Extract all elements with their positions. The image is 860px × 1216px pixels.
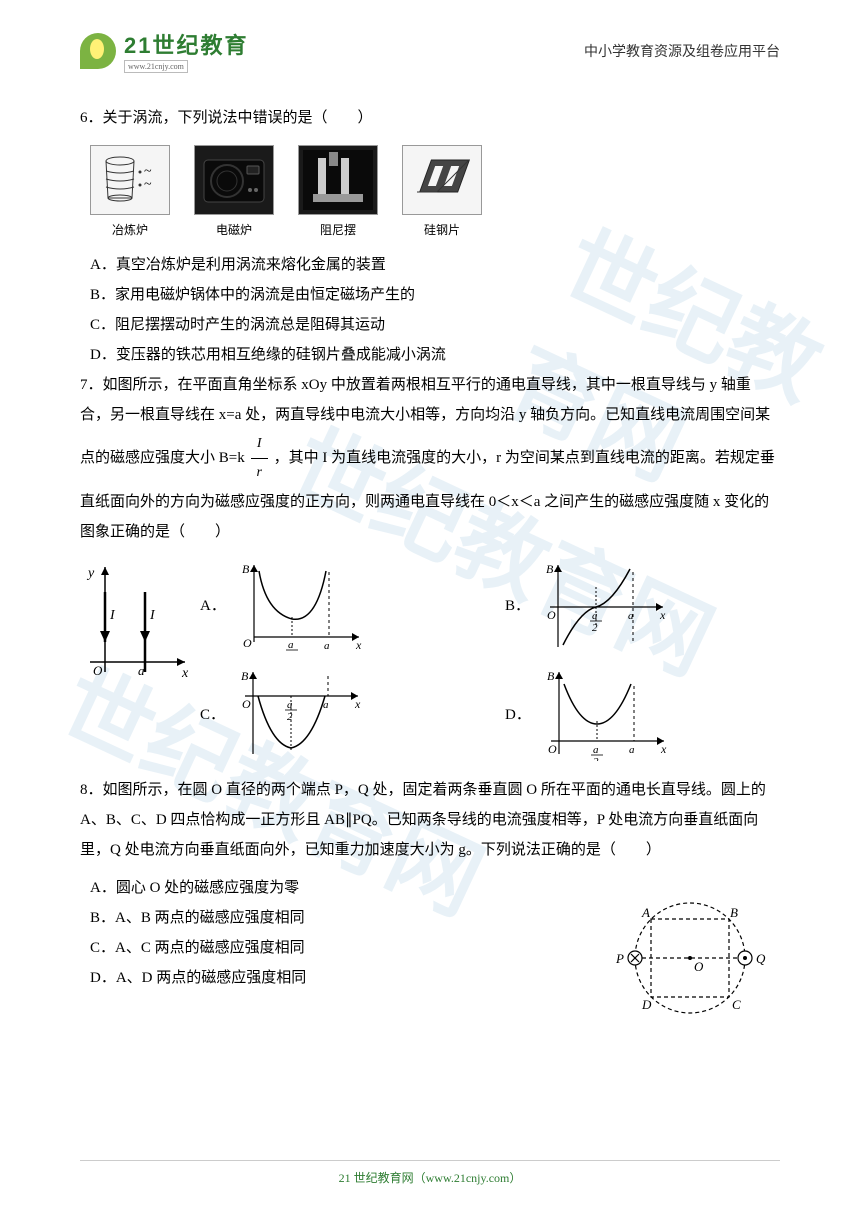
svg-text:2: 2 <box>287 711 293 723</box>
fraction-I-r: I r <box>250 430 267 487</box>
q8-option-A: A．圆心 O 处的磁感应强度为零 <box>80 873 570 903</box>
svg-text:I: I <box>149 608 156 623</box>
svg-text:a: a <box>287 699 293 711</box>
svg-text:B: B <box>242 562 250 576</box>
q6-img-1: 电磁炉 <box>194 145 274 238</box>
q7-label-B: B． <box>505 594 530 615</box>
svg-text:I: I <box>109 608 116 623</box>
q8-option-C: C．A、C 两点的磁感应强度相同 <box>80 933 570 963</box>
q6-option-D: D．变压器的铁芯用相互绝缘的硅钢片叠成能减小涡流 <box>80 340 780 370</box>
q7-setup-diagram: y x O I I a <box>80 557 200 687</box>
frac-numerator: I <box>251 430 268 459</box>
svg-text:A: A <box>641 905 650 920</box>
header-right-text: 中小学教育资源及组卷应用平台 <box>584 41 780 61</box>
q7-choice-A: A． B O x a a 2 <box>200 557 475 652</box>
q7-choice-B: B． B O x a a 2 <box>505 557 780 652</box>
svg-text:B: B <box>546 562 554 576</box>
svg-text:O: O <box>93 663 103 678</box>
svg-text:O: O <box>242 697 251 711</box>
q6-img-2: 阻尼摆 <box>298 145 378 238</box>
svg-text:O: O <box>243 636 252 650</box>
svg-text:2: 2 <box>288 651 294 652</box>
svg-text:a: a <box>592 610 598 622</box>
frac-denominator: r <box>250 459 267 487</box>
svg-text:B: B <box>241 669 249 683</box>
svg-text:a: a <box>288 639 294 651</box>
svg-text:x: x <box>354 697 361 711</box>
q6-img-label-2: 阻尼摆 <box>320 221 356 238</box>
logo: 21世纪教育 www.21cnjy.com <box>80 28 248 73</box>
q6-option-C: C．阻尼摆摆动时产生的涡流总是阻碍其运动 <box>80 310 780 340</box>
q6-img-label-0: 冶炼炉 <box>112 221 148 238</box>
svg-text:2: 2 <box>593 756 599 761</box>
svg-text:O: O <box>694 959 704 974</box>
svg-text:a: a <box>138 663 145 678</box>
svg-text:y: y <box>86 566 95 581</box>
svg-text:Q: Q <box>756 951 766 966</box>
svg-text:x: x <box>181 666 189 681</box>
q7-stem: 7．如图所示，在平面直角坐标系 xOy 中放置着两根相互平行的通电直导线，其中一… <box>80 370 780 547</box>
page-header: 21世纪教育 www.21cnjy.com 中小学教育资源及组卷应用平台 <box>0 0 860 83</box>
q8-stem: 8．如图所示，在圆 O 直径的两个端点 P，Q 处，固定着两条垂直圆 O 所在平… <box>80 775 780 865</box>
q7-choice-D: D． B O x a a 2 <box>505 666 780 761</box>
logo-main-text: 21世纪教育 <box>124 28 248 60</box>
svg-text:a: a <box>593 744 599 756</box>
page-footer: 21 世纪教育网（www.21cnjy.com） <box>80 1160 780 1186</box>
svg-text:a: a <box>324 640 330 652</box>
svg-text:a: a <box>629 744 635 756</box>
q6-stem: 6．关于涡流，下列说法中错误的是（ ） <box>80 103 780 133</box>
q8-option-B: B．A、B 两点的磁感应强度相同 <box>80 903 570 933</box>
damping-pendulum-image <box>298 145 378 215</box>
silicon-steel-image <box>402 145 482 215</box>
svg-text:~: ~ <box>144 177 152 192</box>
q8-diagram: A B C D P Q O <box>600 873 780 1033</box>
svg-text:D: D <box>641 997 652 1012</box>
q8-option-D: D．A、D 两点的磁感应强度相同 <box>80 963 570 993</box>
q7-label-A: A． <box>200 594 226 615</box>
svg-text:O: O <box>548 742 557 756</box>
logo-icon <box>80 33 116 69</box>
svg-text:2: 2 <box>592 622 598 634</box>
svg-text:x: x <box>660 742 667 756</box>
svg-text:O: O <box>547 608 556 622</box>
svg-text:B: B <box>730 905 738 920</box>
svg-text:C: C <box>732 997 741 1012</box>
logo-url: www.21cnjy.com <box>124 60 188 73</box>
svg-text:x: x <box>659 608 666 622</box>
q6-img-3: 硅钢片 <box>402 145 482 238</box>
q7-label-C: C． <box>200 703 225 724</box>
svg-text:B: B <box>547 669 555 683</box>
furnace-image: ~ ~ <box>90 145 170 215</box>
q7-choice-C: C． B O x a a 2 <box>200 666 475 761</box>
svg-text:x: x <box>355 638 362 652</box>
q6-img-label-3: 硅钢片 <box>424 221 460 238</box>
q6-image-row: ~ ~ 冶炼炉 电磁炉 <box>80 145 780 238</box>
q6-img-0: ~ ~ 冶炼炉 <box>90 145 170 238</box>
q6-option-B: B．家用电磁炉锅体中的涡流是由恒定磁场产生的 <box>80 280 780 310</box>
svg-text:P: P <box>615 951 624 966</box>
q6-option-A: A．真空冶炼炉是利用涡流来熔化金属的装置 <box>80 250 780 280</box>
induction-cooker-image <box>194 145 274 215</box>
q7-label-D: D． <box>505 703 531 724</box>
svg-text:a: a <box>628 610 634 622</box>
q6-img-label-1: 电磁炉 <box>216 221 252 238</box>
